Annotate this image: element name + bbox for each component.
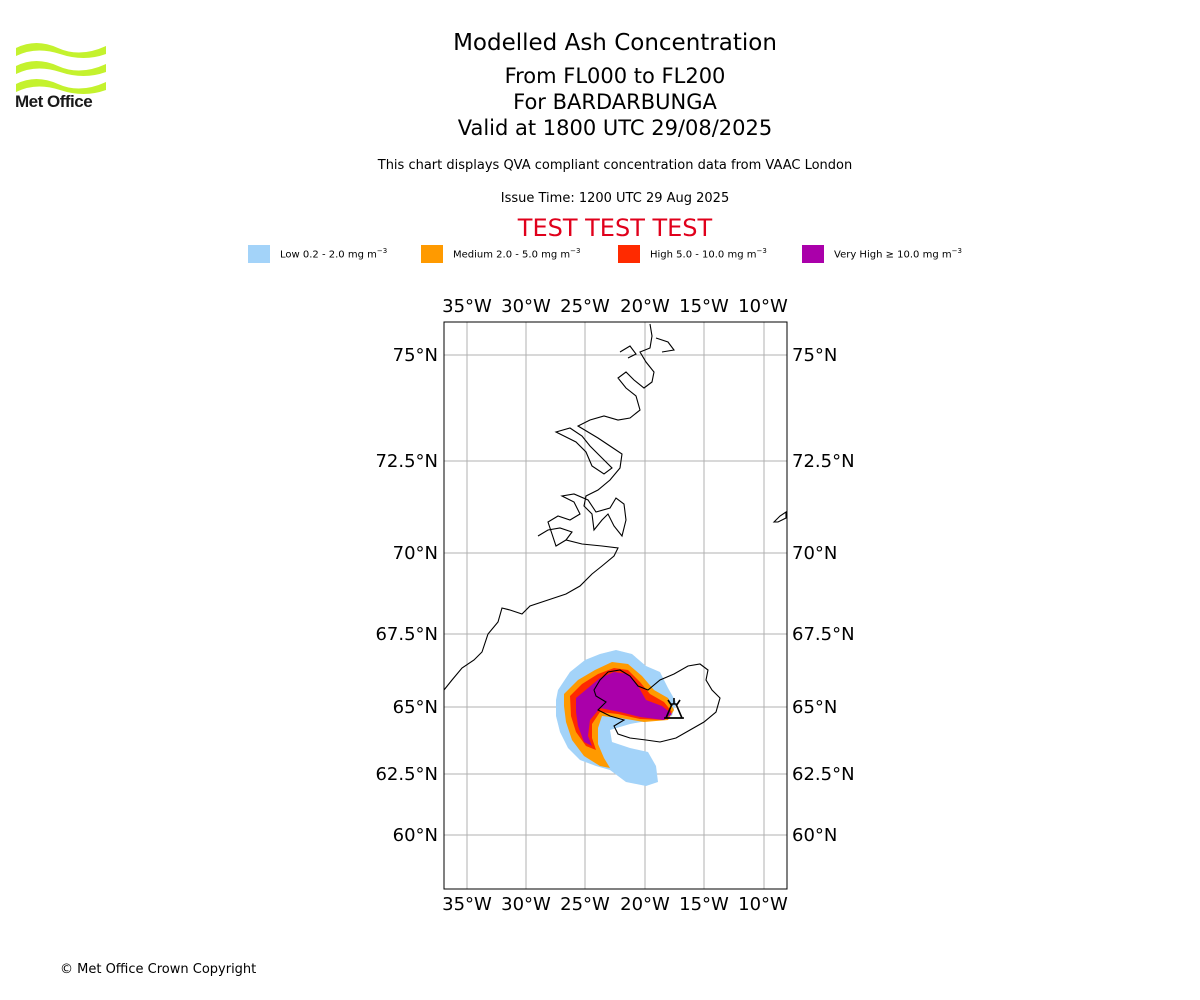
map-frame <box>443 321 788 890</box>
legend-swatch-high <box>618 245 640 263</box>
legend-label-medium: Medium 2.0 - 5.0 mg m <box>453 249 571 261</box>
logo-wordmark: Met Office <box>15 92 93 111</box>
lat-label-right: 70°N <box>792 543 837 564</box>
legend-item-very-high: Very High ≥ 10.0 mg m−3 <box>802 245 962 263</box>
lat-label-right: 72.5°N <box>792 451 855 472</box>
lon-label-top: 30°W <box>501 296 551 317</box>
lon-label-bottom: 10°W <box>738 894 788 915</box>
issue-time: Issue Time: 1200 UTC 29 Aug 2025 <box>500 191 730 206</box>
ash-concentration-map: 35°W 30°W 25°W 20°W 15°W 10°W 35°W 30°W … <box>375 296 855 915</box>
lon-labels-bottom: 35°W 30°W 25°W 20°W 15°W 10°W <box>442 894 788 915</box>
lon-labels-top: 35°W 30°W 25°W 20°W 15°W 10°W <box>442 296 788 317</box>
lat-label-right: 67.5°N <box>792 624 855 645</box>
lon-label-bottom: 35°W <box>442 894 492 915</box>
chart-description: This chart displays QVA compliant concen… <box>377 158 853 173</box>
lat-labels-left: 75°N 72.5°N 70°N 67.5°N 65°N 62.5°N 60°N <box>375 345 438 846</box>
lon-label-bottom: 20°W <box>620 894 670 915</box>
volcano-name: For BARDARBUNGA <box>513 90 717 114</box>
lat-label-right: 65°N <box>792 697 837 718</box>
lat-label-left: 62.5°N <box>375 764 438 785</box>
legend-item-high: High 5.0 - 10.0 mg m−3 <box>618 245 767 263</box>
lat-label-left: 75°N <box>393 345 438 366</box>
lat-label-right: 75°N <box>792 345 837 366</box>
lat-label-right: 62.5°N <box>792 764 855 785</box>
lon-label-bottom: 25°W <box>560 894 610 915</box>
lat-label-right: 60°N <box>792 825 837 846</box>
legend-label-low: Low 0.2 - 2.0 mg m <box>280 249 377 261</box>
chart-title: Modelled Ash Concentration <box>453 30 777 56</box>
test-banner: TEST TEST TEST <box>517 214 713 242</box>
lon-label-top: 10°W <box>738 296 788 317</box>
legend-label-high: High 5.0 - 10.0 mg m <box>650 249 757 261</box>
lon-label-bottom: 30°W <box>501 894 551 915</box>
graticule <box>444 322 787 889</box>
lat-label-left: 67.5°N <box>375 624 438 645</box>
coastlines <box>443 323 787 743</box>
lon-label-top: 15°W <box>679 296 729 317</box>
volcano-marker-icon <box>664 698 684 719</box>
greenland-inlet-3 <box>619 345 637 359</box>
lat-label-left: 60°N <box>393 825 438 846</box>
legend-item-low: Low 0.2 - 2.0 mg m−3 <box>248 245 387 263</box>
lon-label-top: 20°W <box>620 296 670 317</box>
legend-swatch-medium <box>421 245 443 263</box>
lon-label-bottom: 15°W <box>679 894 729 915</box>
copyright-notice: © Met Office Crown Copyright <box>60 962 257 977</box>
greenland-inlet-2 <box>537 527 573 541</box>
flight-level-range: From FL000 to FL200 <box>504 64 726 88</box>
met-office-waves-icon <box>16 43 106 94</box>
legend-item-medium: Medium 2.0 - 5.0 mg m−3 <box>421 245 580 263</box>
valid-time: Valid at 1800 UTC 29/08/2025 <box>457 116 773 140</box>
ash-very-high-area <box>576 672 672 746</box>
legend-swatch-low <box>248 245 270 263</box>
lat-label-left: 70°N <box>393 543 438 564</box>
lon-label-top: 35°W <box>442 296 492 317</box>
lat-labels-right: 75°N 72.5°N 70°N 67.5°N 65°N 62.5°N 60°N <box>792 345 855 846</box>
jan-mayen-coastline <box>772 510 787 523</box>
lon-label-top: 25°W <box>560 296 610 317</box>
lat-label-left: 65°N <box>393 697 438 718</box>
greenland-inlet-4 <box>655 337 675 353</box>
greenland-coastline <box>443 323 655 691</box>
legend-swatch-very-high <box>802 245 824 263</box>
legend-label-very-high: Very High ≥ 10.0 mg m <box>834 249 952 261</box>
lat-label-left: 72.5°N <box>375 451 438 472</box>
iceland-coastline <box>593 663 721 743</box>
greenland-inlet-1 <box>554 427 613 475</box>
